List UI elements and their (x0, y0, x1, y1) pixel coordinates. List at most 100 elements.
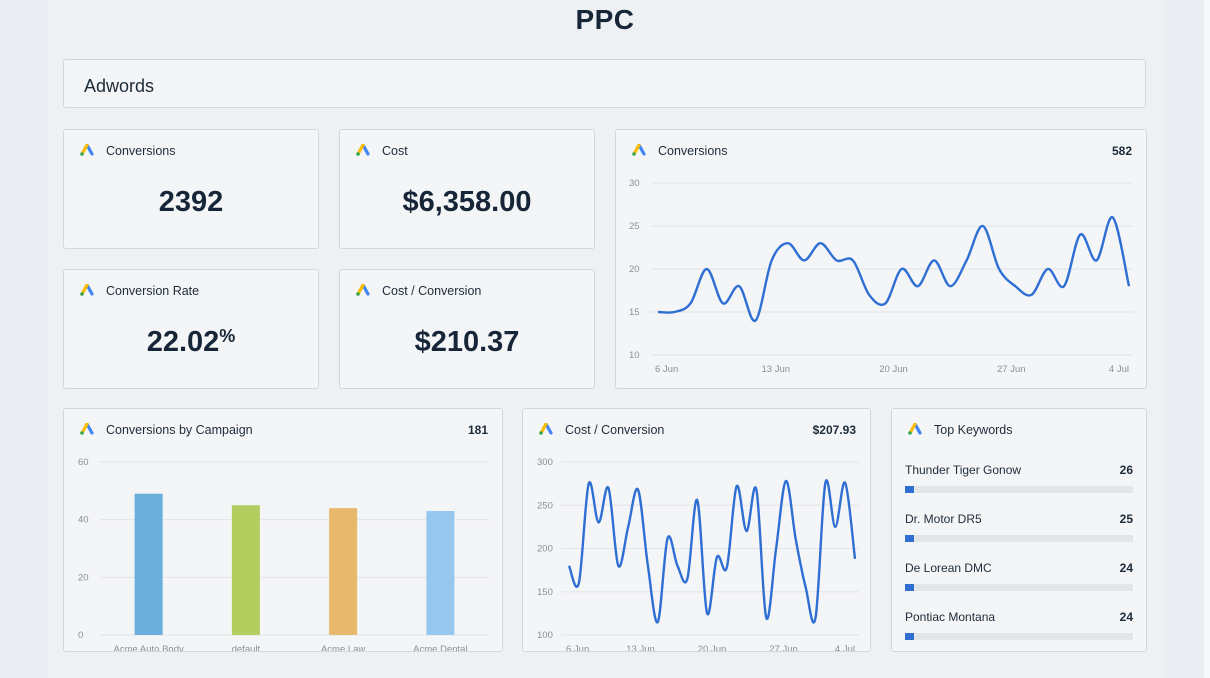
card-label: Cost (382, 144, 408, 158)
card-header: Conversion Rate (80, 283, 304, 301)
keyword-bar-track (905, 486, 1133, 493)
y-tick-label: 40 (78, 515, 89, 526)
keyword-item[interactable]: Pontiac Montana 24 (905, 610, 1133, 650)
keyword-bar-track (905, 633, 1133, 640)
google-ads-icon (539, 423, 553, 435)
card-label: Cost / Conversion (565, 423, 665, 437)
kpi-value: 2392 (158, 186, 224, 218)
google-ads-icon (908, 423, 922, 435)
keyword-bar-fill (905, 486, 915, 493)
page-title: PPC (575, 4, 635, 35)
x-tick-label: 20 Jun (698, 644, 727, 651)
keyword-name: Dr. Motor DR5 (905, 512, 982, 526)
google-ads-icon (632, 144, 646, 156)
card-header: Cost (356, 143, 580, 161)
kpi-value: 22.02% (64, 326, 318, 359)
x-tick-label: 4 Jul (1109, 364, 1129, 375)
x-tick-label: 4 Jul (835, 644, 855, 651)
scrollbar-track[interactable] (1204, 0, 1210, 678)
bar (329, 508, 358, 635)
kpi-suffix: % (219, 326, 236, 346)
card-header: Conversions 582 (632, 143, 1132, 161)
keyword-name: Thunder Tiger Gonow (905, 463, 1022, 477)
x-tick-label: 6 Jun (566, 644, 589, 651)
card-label: Conversions (658, 144, 728, 158)
keyword-value: 24 (1119, 610, 1133, 624)
card-header: Cost / Conversion (356, 283, 580, 301)
keyword-item[interactable]: Dr. Motor DR5 25 (905, 512, 1133, 552)
keyword-name: Pontiac Montana (905, 610, 996, 624)
keyword-bar-fill (905, 584, 915, 591)
x-tick-label: Acme Law (321, 644, 365, 651)
card-header: Conversions by Campaign 181 (80, 422, 488, 440)
x-tick-label: 6 Jun (655, 364, 678, 375)
card-total: $207.93 (812, 423, 856, 437)
google-ads-icon (80, 423, 94, 435)
conversions-line-chart: 30 25 20 15 10 6 Jun 13 Jun 20 Jun 27 Jun 4 Jul (629, 178, 1133, 375)
google-ads-icon (356, 144, 370, 156)
y-tick-label: 200 (537, 544, 553, 555)
y-tick-label: 10 (629, 350, 640, 361)
card-total: 582 (1111, 144, 1132, 158)
y-tick-label: 20 (78, 572, 89, 583)
bar (231, 505, 260, 635)
keyword-item[interactable]: De Lorean DMC 24 (905, 561, 1133, 601)
keyword-item[interactable]: Thunder Tiger Gonow 26 (905, 463, 1133, 503)
y-tick-label: 60 (78, 457, 89, 468)
cost-per-conversion-line-chart: 300 250 200 150 100 6 Jun 13 Jun 20 Jun 27 Jun 4 … (537, 457, 859, 651)
card-header: Top Keywords (908, 422, 1132, 440)
card-header: Cost / Conversion $207.93 (539, 422, 856, 440)
x-tick-label: 27 Jun (997, 364, 1026, 375)
y-tick-label: 250 (537, 500, 553, 511)
google-ads-icon (356, 284, 370, 296)
bar (134, 493, 163, 635)
campaign-chart-card[interactable]: Conversions by Campaign 181 60 40 20 0 Acme … (63, 408, 503, 652)
keyword-value: 25 (1119, 512, 1133, 526)
y-tick-label: 0 (78, 630, 83, 641)
keyword-name: De Lorean DMC (905, 561, 992, 575)
conversions-chart-card[interactable]: Conversions 582 30 25 20 15 10 6 Jun 13 Jun 20 … (615, 129, 1147, 389)
x-tick-label: 13 Jun (626, 644, 655, 651)
card-label: Conversions by Campaign (106, 423, 253, 437)
campaign-bar-chart: 60 40 20 0 Acme Auto Body default Acme Law Acme… (78, 457, 489, 651)
section-title: Adwords (84, 76, 155, 96)
series-line (567, 479, 857, 624)
x-tick-label: Acme Auto Body (114, 644, 184, 651)
y-tick-label: 25 (629, 221, 640, 232)
google-ads-icon (80, 144, 94, 156)
kpi-card-cost-per-conversion[interactable]: Cost / Conversion $210.37 (339, 269, 595, 389)
keyword-bar-track (905, 584, 1133, 591)
y-tick-label: 30 (629, 178, 640, 189)
x-tick-label: 13 Jun (761, 364, 790, 375)
x-tick-label: Acme Dental (413, 644, 467, 651)
cost-per-conversion-chart-card[interactable]: Cost / Conversion $207.93 300 250 200 150 10… (522, 408, 871, 652)
keyword-bar-track (905, 535, 1133, 542)
keyword-value: 24 (1119, 561, 1133, 575)
kpi-card-conversion-rate[interactable]: Conversion Rate 22.02% (63, 269, 319, 389)
card-label: Cost / Conversion (382, 284, 482, 298)
kpi-value: $6,358.00 (402, 186, 532, 218)
keyword-value: 26 (1119, 463, 1133, 477)
top-keywords-card[interactable]: Top Keywords Thunder Tiger Gonow 26 Dr. … (891, 408, 1147, 652)
card-total: 181 (467, 423, 488, 437)
y-tick-label: 300 (537, 457, 553, 468)
keyword-bar-fill (905, 633, 915, 640)
keyword-bar-fill (905, 535, 915, 542)
x-tick-label: default (232, 644, 261, 651)
x-tick-label: 20 Jun (879, 364, 908, 375)
card-label: Top Keywords (934, 423, 1013, 437)
google-ads-icon (80, 284, 94, 296)
kpi-card-conversions[interactable]: Conversions 2392 (63, 129, 319, 249)
section-header-adwords: Adwords (63, 59, 1146, 108)
card-header: Conversions (80, 143, 304, 161)
card-label: Conversions (106, 144, 176, 158)
y-tick-label: 20 (629, 264, 640, 275)
y-tick-label: 100 (537, 630, 553, 641)
y-tick-label: 15 (629, 307, 640, 318)
kpi-card-cost[interactable]: Cost $6,358.00 (339, 129, 595, 249)
kpi-value: $210.37 (414, 326, 520, 358)
series-line (657, 216, 1131, 322)
kpi-number: 22.02 (146, 326, 220, 358)
y-tick-label: 150 (537, 587, 553, 598)
x-tick-label: 27 Jun (769, 644, 798, 651)
